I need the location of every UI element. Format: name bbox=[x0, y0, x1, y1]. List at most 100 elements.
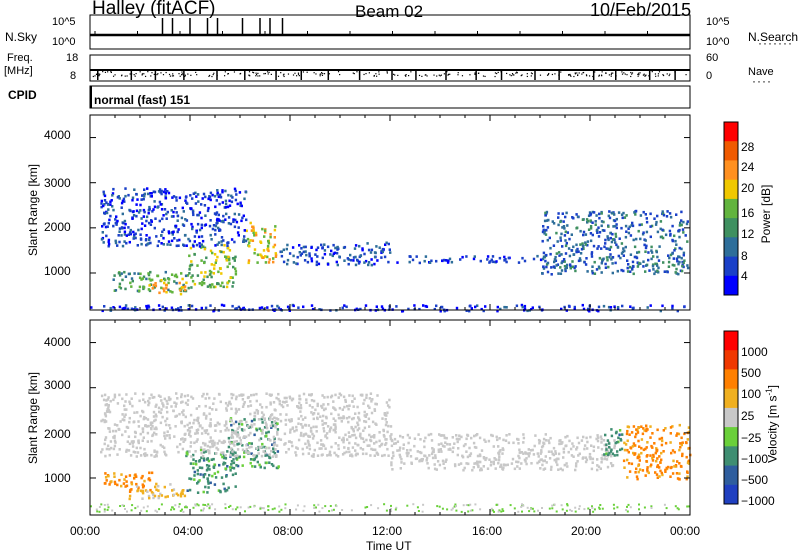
scatter-cell bbox=[627, 450, 630, 454]
scatter-cell bbox=[492, 509, 494, 512]
scatter-cell bbox=[322, 429, 326, 433]
scatter-cell bbox=[153, 190, 157, 194]
scatter-cell bbox=[639, 237, 642, 241]
scatter-cell bbox=[579, 229, 582, 233]
scatter-cell bbox=[668, 256, 671, 260]
scatter-cell bbox=[245, 229, 248, 233]
scatter-cell bbox=[613, 305, 616, 308]
scatter-cell bbox=[189, 462, 193, 465]
nave-dot bbox=[668, 74, 670, 77]
velocity-colorbar-segment bbox=[724, 331, 738, 351]
scatter-cell bbox=[627, 231, 631, 235]
scatter-cell bbox=[198, 242, 201, 245]
scatter-cell bbox=[248, 244, 251, 248]
scatter-cell bbox=[239, 204, 242, 207]
scatter-cell bbox=[540, 445, 544, 449]
scatter-cell bbox=[151, 278, 154, 282]
scatter-cell bbox=[586, 219, 590, 223]
scatter-cell bbox=[176, 445, 179, 449]
scatter-cell bbox=[460, 435, 463, 439]
scatter-cell bbox=[140, 509, 143, 512]
scatter-cell bbox=[145, 304, 148, 308]
scatter-cell bbox=[624, 235, 628, 239]
scatter-cell bbox=[312, 455, 315, 458]
scatter-cell bbox=[371, 398, 374, 401]
scatter-cell bbox=[257, 452, 260, 455]
scatter-cell bbox=[555, 264, 558, 267]
scatter-cell bbox=[160, 286, 163, 290]
scatter-cell bbox=[106, 508, 109, 511]
scatter-cell bbox=[561, 468, 564, 472]
scatter-cell bbox=[270, 304, 274, 308]
scatter-cell bbox=[556, 463, 559, 467]
scatter-cell bbox=[245, 218, 248, 222]
nave-dot bbox=[478, 72, 480, 74]
scatter-cell bbox=[114, 221, 117, 225]
scatter-cell bbox=[264, 261, 268, 264]
scatter-cell bbox=[360, 436, 363, 440]
scatter-cell bbox=[497, 445, 500, 448]
scatter-cell bbox=[142, 436, 145, 439]
scatter-cell bbox=[338, 255, 341, 258]
scatter-cell bbox=[120, 484, 123, 488]
scatter-cell bbox=[474, 461, 478, 465]
scatter-cell bbox=[608, 210, 611, 213]
scatter-cell bbox=[204, 397, 207, 400]
scatter-cell bbox=[132, 210, 135, 213]
scatter-cell bbox=[216, 448, 220, 451]
scatter-cell bbox=[222, 451, 225, 454]
scatter-cell bbox=[235, 193, 238, 196]
scatter-cell bbox=[132, 230, 135, 234]
scatter-cell bbox=[196, 482, 199, 485]
scatter-cell bbox=[572, 216, 575, 220]
scatter-cell bbox=[377, 507, 380, 510]
scatter-cell bbox=[231, 285, 234, 288]
nave-dot bbox=[601, 71, 603, 73]
scatter-cell bbox=[584, 460, 588, 464]
scatter-cell bbox=[478, 436, 482, 440]
scatter-cell bbox=[235, 430, 238, 433]
scatter-cell bbox=[537, 438, 541, 442]
nave-dot bbox=[248, 71, 251, 73]
scatter-cell bbox=[158, 291, 161, 295]
scatter-cell bbox=[640, 223, 643, 226]
scatter-cell bbox=[292, 261, 296, 264]
scatter-cell bbox=[350, 509, 353, 512]
scatter-cell bbox=[441, 444, 445, 448]
scatter-cell bbox=[433, 467, 437, 471]
scatter-cell bbox=[569, 263, 572, 266]
scatter-cell bbox=[667, 254, 670, 257]
scatter-cell bbox=[349, 253, 352, 257]
scatter-cell bbox=[587, 214, 591, 217]
scatter-cell bbox=[380, 249, 383, 253]
scatter-cell bbox=[151, 287, 154, 290]
scatter-cell bbox=[273, 408, 277, 412]
nave-dot bbox=[404, 74, 406, 77]
scatter-cell bbox=[651, 459, 655, 462]
scatter-cell bbox=[350, 453, 353, 456]
scatter-cell bbox=[342, 440, 345, 444]
scatter-cell bbox=[612, 238, 615, 241]
scatter-cell bbox=[269, 424, 273, 428]
scatter-cell bbox=[182, 284, 185, 287]
scatter-cell bbox=[264, 451, 267, 455]
scatter-cell bbox=[544, 439, 548, 442]
scatter-cell bbox=[225, 212, 228, 216]
scatter-cell bbox=[597, 305, 601, 309]
scatter-cell bbox=[250, 393, 253, 397]
scatter-cell bbox=[220, 476, 224, 479]
scatter-cell bbox=[498, 509, 501, 512]
scatter-cell bbox=[622, 211, 625, 215]
scatter-cell bbox=[202, 392, 205, 396]
nave-dot bbox=[520, 75, 522, 77]
scatter-cell bbox=[267, 241, 271, 245]
nave-dot bbox=[298, 75, 300, 77]
nave-dot bbox=[321, 74, 324, 76]
scatter-cell bbox=[371, 435, 375, 438]
scatter-cell bbox=[224, 401, 228, 405]
scatter-cell bbox=[555, 252, 558, 255]
scatter-cell bbox=[173, 237, 176, 240]
scatter-cell bbox=[684, 234, 687, 237]
scatter-cell bbox=[582, 456, 585, 459]
